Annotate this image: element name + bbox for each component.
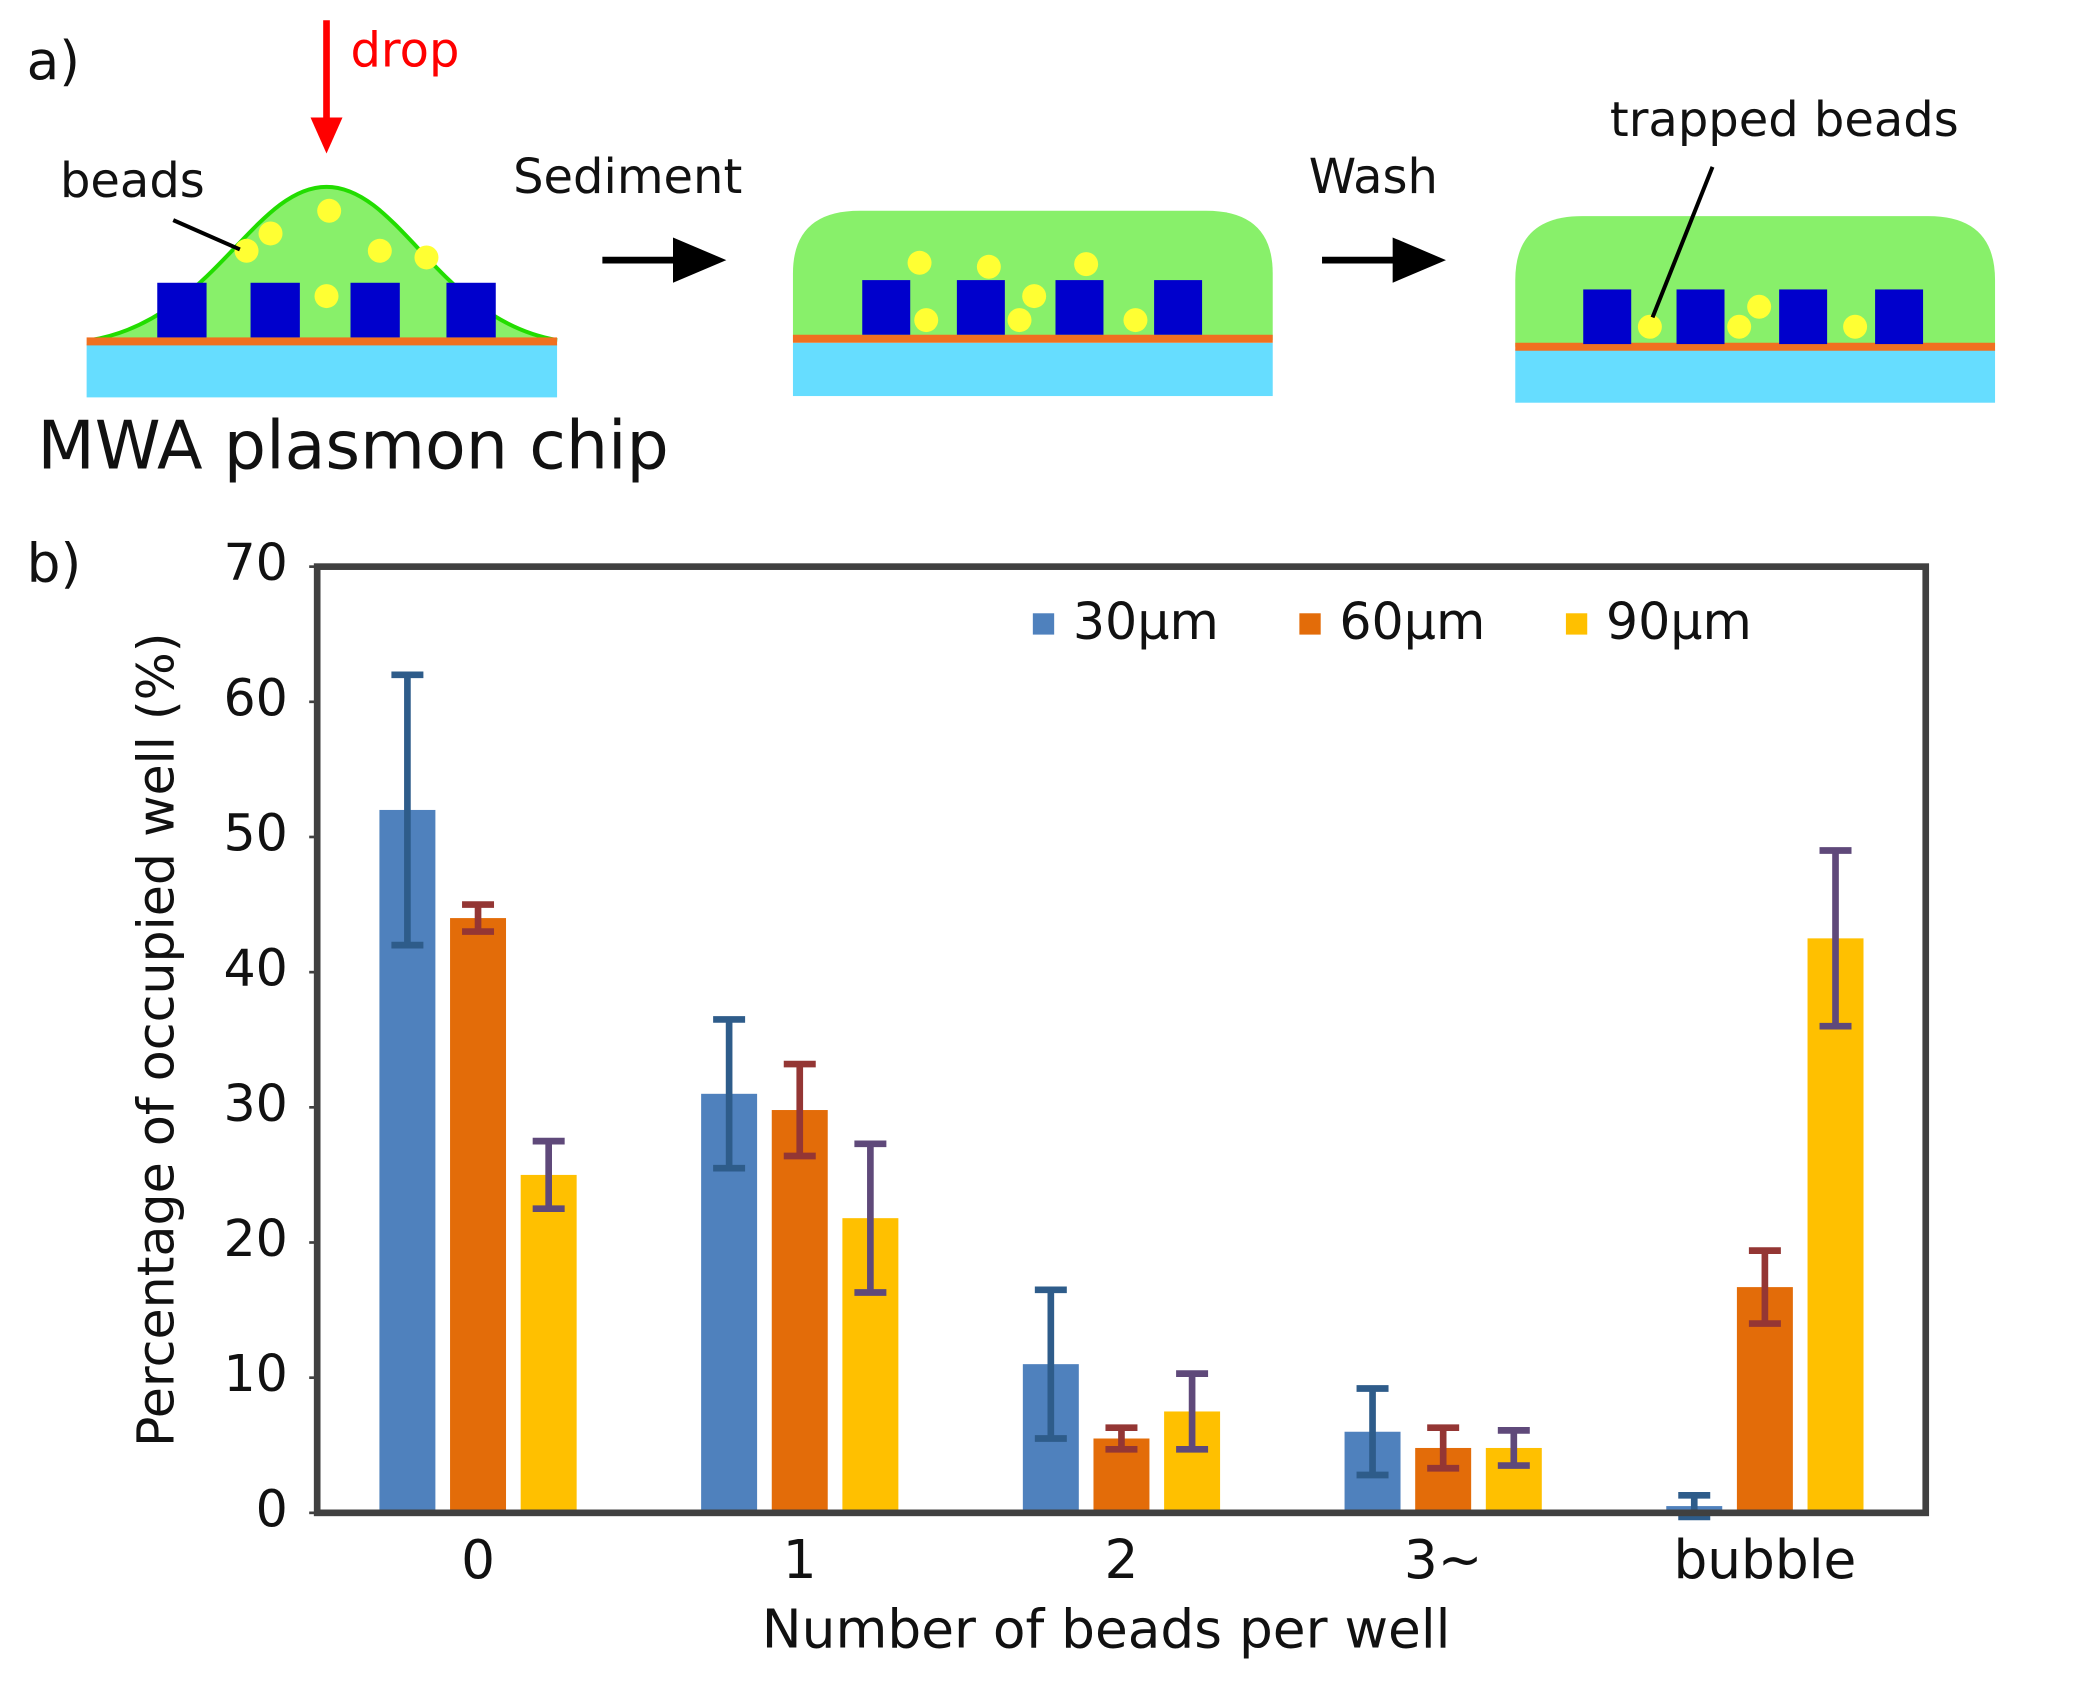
drop-arrow-head <box>310 117 343 154</box>
pointer <box>1650 166 1715 319</box>
legend-label: 60μm <box>1339 592 1485 651</box>
y-tick-label: 30 <box>223 1074 287 1133</box>
y-tick-label: 40 <box>223 939 287 998</box>
bar <box>450 918 507 1513</box>
x-tick-label: 3~ <box>1404 1529 1483 1591</box>
chip-label: MWA plasmon chip <box>37 407 669 485</box>
glass <box>792 342 1273 397</box>
panel-label: b) <box>27 532 82 594</box>
panel-label: a) <box>27 30 80 92</box>
beads <box>1637 294 1868 339</box>
x-tick-label: 1 <box>783 1529 817 1591</box>
gold-film <box>792 334 1273 343</box>
beads-label: beads <box>60 153 205 209</box>
legend-label: 30μm <box>1073 592 1219 651</box>
y-axis-label: Percentage of occupied well (%) <box>126 633 185 1447</box>
liquid <box>792 210 1273 341</box>
y-tick-label: 0 <box>256 1479 288 1538</box>
legend-swatch <box>1299 613 1321 635</box>
x-tick-label: 0 <box>461 1529 495 1591</box>
drop-label: drop <box>350 23 459 79</box>
pointer <box>172 218 241 252</box>
gold-film <box>86 337 558 346</box>
legend-swatch <box>1565 613 1588 635</box>
wells <box>157 282 496 338</box>
glass <box>86 344 558 398</box>
x-tick-label: bubble <box>1673 1529 1856 1591</box>
bar <box>520 1174 577 1513</box>
beads <box>234 198 439 309</box>
gold-film <box>1515 342 1996 351</box>
y-tick-label: 10 <box>223 1344 287 1403</box>
trapped-label: trapped beads <box>1610 92 1959 148</box>
step-arrow-head <box>1392 237 1446 283</box>
chart: b) Number of beads per well Percentage o… <box>27 532 1930 1660</box>
x-tick-label: 2 <box>1104 1529 1138 1591</box>
beads <box>907 250 1148 333</box>
wells <box>1583 289 1924 345</box>
plot-frame <box>313 563 1930 1517</box>
bar <box>771 1110 828 1513</box>
legend-swatch <box>1032 613 1055 635</box>
wells <box>862 280 1203 335</box>
diagram: a) drop beads Sediment Wash <box>27 20 1996 485</box>
y-tick-label: 70 <box>223 533 287 592</box>
legend-label: 90μm <box>1606 592 1752 651</box>
y-tick-label: 60 <box>223 668 287 727</box>
step-label: Sediment <box>513 149 742 205</box>
x-axis-label: Number of beads per well <box>762 1598 1451 1660</box>
glass <box>1515 349 1996 403</box>
y-tick-label: 20 <box>223 1209 287 1268</box>
bar <box>1807 938 1864 1513</box>
y-tick-label: 50 <box>223 803 287 862</box>
step-label: Wash <box>1309 149 1438 205</box>
step-arrow-head <box>673 237 727 283</box>
